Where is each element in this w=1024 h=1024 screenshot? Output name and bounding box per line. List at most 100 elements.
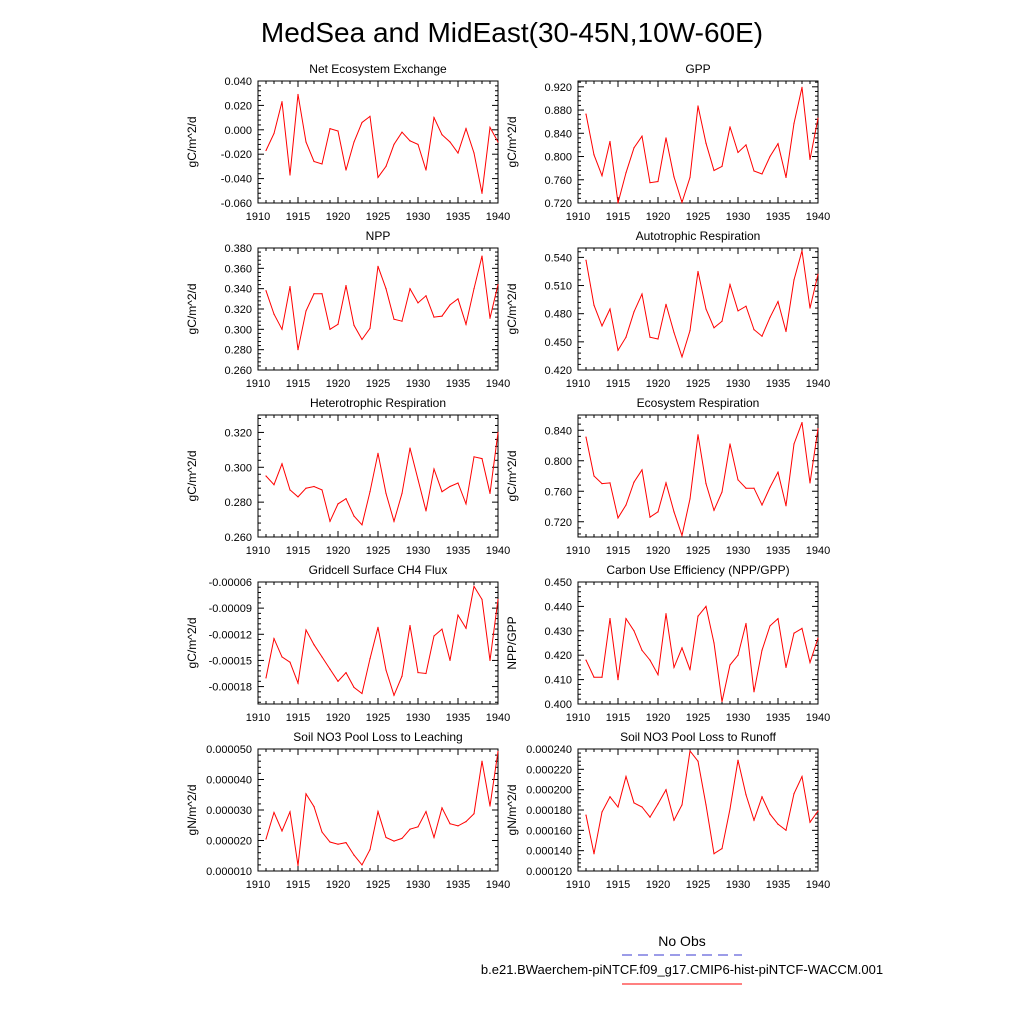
- data-point: [497, 750, 499, 753]
- y-tick-label: 0.380: [224, 243, 252, 255]
- data-point: [449, 141, 451, 143]
- y-axis-label: gC/m^2/d: [185, 284, 199, 335]
- x-tick-label: 1940: [486, 879, 510, 891]
- data-point: [305, 793, 307, 795]
- y-axis-label: gC/m^2/d: [505, 451, 519, 502]
- x-tick-label: 1920: [646, 712, 670, 724]
- data-point: [385, 669, 387, 671]
- series-line: [585, 87, 819, 205]
- x-tick-label: 1935: [446, 211, 470, 223]
- data-point: [689, 750, 691, 752]
- x-tick-label: 1910: [566, 378, 590, 390]
- data-point: [473, 585, 475, 587]
- data-point: [617, 349, 619, 351]
- data-point: [313, 160, 315, 163]
- data-point: [361, 864, 363, 866]
- data-point: [721, 165, 723, 167]
- x-tick-label: 1920: [326, 378, 350, 390]
- data-point: [817, 810, 819, 812]
- data-point: [489, 492, 491, 495]
- x-tick-label: 1925: [686, 211, 710, 223]
- data-point: [273, 811, 275, 814]
- data-point: [777, 823, 779, 825]
- data-point: [313, 485, 315, 488]
- y-tick-label: 0.880: [544, 105, 572, 117]
- data-point: [305, 141, 307, 143]
- data-point: [593, 475, 595, 477]
- data-point: [585, 259, 587, 261]
- data-point: [265, 677, 267, 679]
- y-tick-label: 0.450: [544, 577, 572, 589]
- x-tick-label: 1910: [246, 545, 270, 557]
- data-point: [273, 484, 275, 486]
- data-point: [689, 176, 691, 179]
- x-tick-label: 1915: [606, 712, 630, 724]
- x-tick-label: 1935: [766, 879, 790, 891]
- y-tick-label: 0.840: [544, 128, 572, 140]
- data-point: [769, 813, 771, 815]
- panel-title: Carbon Use Efficiency (NPP/GPP): [606, 563, 789, 577]
- data-point: [737, 654, 739, 656]
- data-point: [329, 127, 331, 130]
- data-point: [329, 841, 331, 843]
- panel-7: Gridcell Surface CH4 Flux gC/m^2/d 1910 191…: [185, 563, 510, 724]
- data-point: [473, 288, 475, 290]
- data-point: [769, 625, 771, 627]
- data-point: [473, 152, 475, 154]
- data-point: [409, 624, 411, 627]
- data-point: [785, 330, 787, 333]
- data-point: [593, 154, 595, 156]
- data-point: [697, 270, 699, 273]
- data-point: [289, 811, 291, 813]
- series-line: [585, 605, 819, 702]
- x-tick-label: 1925: [366, 545, 390, 557]
- x-tick-label: 1920: [646, 545, 670, 557]
- data-point: [761, 649, 763, 651]
- data-point: [761, 173, 763, 175]
- x-tick-label: 1920: [646, 211, 670, 223]
- data-point: [321, 831, 323, 833]
- y-tick-label: 0.420: [544, 650, 572, 662]
- data-point: [793, 443, 795, 445]
- data-point: [721, 320, 723, 322]
- data-point: [457, 152, 459, 154]
- y-tick-label: -0.00006: [209, 577, 252, 589]
- data-point: [321, 163, 323, 165]
- data-point: [777, 618, 779, 620]
- data-point: [809, 821, 811, 823]
- data-point: [657, 511, 659, 513]
- y-axis-label: gN/m^2/d: [185, 785, 199, 836]
- x-tick-label: 1940: [486, 712, 510, 724]
- data-point: [433, 117, 435, 119]
- data-point: [745, 487, 747, 489]
- data-point: [617, 517, 619, 519]
- data-point: [705, 142, 707, 144]
- panel-9: Soil NO3 Pool Loss to Leaching gN/m^2/d 19…: [185, 730, 510, 891]
- x-tick-label: 1915: [286, 211, 310, 223]
- data-point: [649, 336, 651, 338]
- data-point: [609, 796, 611, 798]
- data-point: [457, 614, 459, 616]
- data-point: [393, 840, 395, 842]
- data-point: [585, 436, 587, 438]
- data-point: [337, 130, 339, 132]
- data-point: [705, 483, 707, 485]
- data-point: [385, 836, 387, 839]
- data-point: [777, 471, 779, 473]
- data-point: [273, 313, 275, 315]
- y-tick-label: 0.510: [544, 281, 572, 293]
- x-tick-label: 1910: [246, 211, 270, 223]
- data-point: [793, 122, 795, 125]
- data-point: [433, 635, 435, 637]
- y-tick-label: 0.000030: [206, 805, 252, 817]
- data-point: [673, 331, 675, 334]
- y-axis-label: gC/m^2/d: [505, 117, 519, 168]
- y-tick-label: 0.000240: [526, 744, 572, 756]
- data-point: [353, 515, 355, 517]
- data-point: [329, 520, 331, 522]
- x-tick-label: 1915: [606, 211, 630, 223]
- data-point: [353, 324, 355, 326]
- y-axis-label: gC/m^2/d: [185, 618, 199, 669]
- x-tick-label: 1925: [686, 378, 710, 390]
- data-point: [737, 759, 739, 761]
